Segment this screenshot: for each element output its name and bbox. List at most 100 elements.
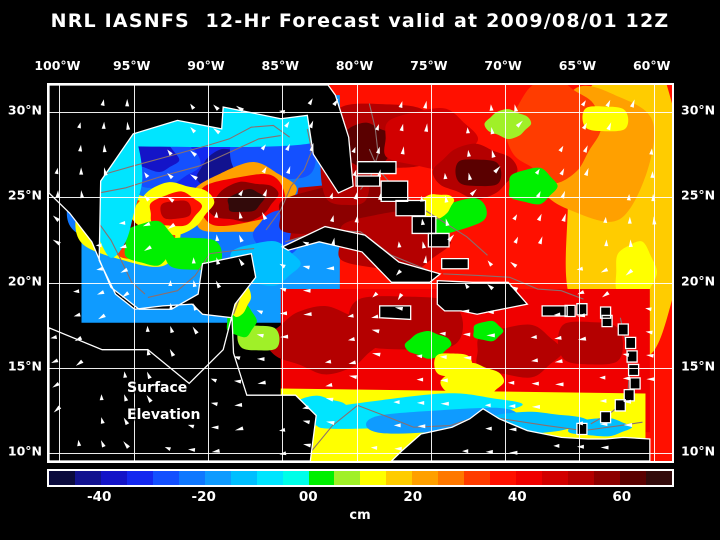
current-vector (233, 356, 241, 361)
lesser-antilles-0-coast (617, 323, 629, 336)
lat-tick-15-left: 15°N (7, 358, 42, 374)
colorbar (47, 469, 674, 487)
current-vector (394, 306, 404, 311)
current-vector (126, 121, 131, 130)
current-vector (507, 380, 515, 385)
current-vector (215, 280, 222, 289)
colorbar-tick-40: 40 (507, 489, 527, 505)
colorbar-cell-19 (542, 471, 569, 485)
current-vector (399, 123, 404, 132)
current-vector (554, 335, 562, 340)
colorbar-cell-13 (386, 471, 413, 485)
current-vector (487, 284, 495, 291)
current-vector (74, 336, 83, 342)
current-vector (554, 359, 563, 364)
current-vector (326, 266, 335, 271)
lesser-antilles-11-coast (576, 303, 588, 316)
lon-tick-80: 80°W (335, 58, 374, 73)
current-vector (420, 195, 424, 202)
current-vector (302, 420, 311, 425)
colorbar-cell-22 (619, 471, 646, 485)
current-vector (144, 195, 151, 202)
current-vector (119, 244, 127, 249)
parallel-10 (49, 453, 672, 455)
current-vector (486, 333, 495, 338)
current-vector (560, 190, 566, 199)
current-vector (118, 220, 126, 225)
current-vector (99, 394, 104, 401)
current-vector (646, 353, 654, 358)
colorbar-cell-23 (645, 471, 672, 485)
current-vector (190, 126, 197, 134)
shelf-200m-n-gulf (103, 124, 290, 175)
lon-tick-90: 90°W (187, 58, 225, 73)
current-vector (393, 423, 401, 428)
current-vector (622, 353, 630, 358)
current-vector (329, 192, 333, 199)
current-vector (143, 245, 152, 252)
current-vector (73, 289, 80, 294)
current-vector (256, 310, 264, 315)
hispaniola (437, 280, 528, 315)
current-vector (80, 190, 85, 199)
current-vector (531, 381, 539, 386)
lat-tick-30-left: 30°N (7, 102, 42, 118)
current-vector (553, 443, 560, 448)
lesser-antilles-11 (576, 303, 587, 315)
current-vector (600, 267, 609, 273)
colorbar-cell-12 (360, 471, 387, 485)
colorbar-cell-5 (178, 471, 205, 485)
current-vector (75, 359, 84, 366)
current-vector (210, 402, 218, 407)
north-america (49, 85, 354, 461)
bahamas-4 (428, 233, 450, 247)
current-vector (400, 146, 405, 155)
current-vector (211, 448, 220, 453)
meridian-95 (133, 85, 135, 461)
current-vector (101, 121, 106, 129)
current-vector (332, 98, 339, 107)
current-vector (146, 348, 151, 356)
current-vector (125, 98, 130, 107)
meridian-100 (59, 85, 61, 461)
current-vector (302, 288, 311, 293)
current-vector (462, 309, 470, 314)
current-vector (646, 377, 655, 382)
current-vector (397, 292, 404, 301)
current-vector (256, 357, 265, 362)
current-vector (600, 422, 608, 427)
colorbar-cell-15 (438, 471, 465, 485)
slope-w-gulf (97, 221, 146, 295)
colorbar-cell-10 (308, 471, 335, 485)
current-vector (462, 449, 469, 454)
current-vector (561, 213, 566, 222)
current-vector (582, 145, 588, 153)
current-vector (535, 191, 541, 198)
lat-tick-10-left: 10°N (7, 443, 42, 459)
current-vector (211, 425, 219, 430)
current-vector (629, 99, 635, 108)
current-vector (213, 104, 220, 111)
surface-elevation-field (49, 85, 672, 461)
current-vector (192, 326, 199, 335)
map-plot[interactable]: Surface Elevation (47, 83, 674, 463)
current-vector (439, 331, 446, 336)
colorbar-cell-0 (49, 471, 75, 485)
current-vector (78, 144, 83, 152)
colorbar-cell-2 (100, 471, 127, 485)
lesser-antilles-2-coast (626, 350, 638, 363)
current-vector (508, 404, 516, 409)
current-vector (534, 168, 540, 175)
colorbar-cell-1 (74, 471, 101, 485)
current-vector (489, 104, 494, 111)
current-vector (484, 403, 491, 408)
current-vector (167, 172, 174, 180)
current-vector (190, 103, 196, 110)
current-vector (145, 325, 150, 332)
colorbar-cell-4 (152, 471, 179, 485)
lesser-antilles-3 (628, 364, 639, 376)
lesser-antilles-7-coast (599, 410, 612, 424)
current-vector (626, 193, 631, 201)
current-vector (417, 424, 426, 429)
current-vector (279, 427, 286, 432)
